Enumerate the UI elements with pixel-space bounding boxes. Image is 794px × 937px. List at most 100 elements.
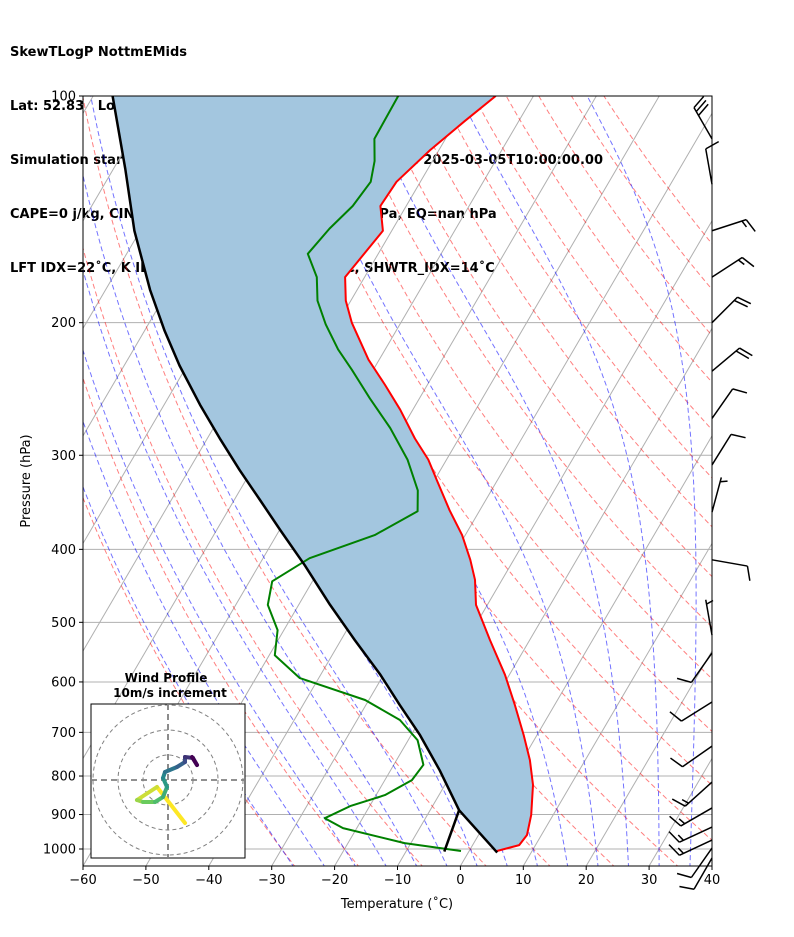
barb-shaft <box>681 701 713 722</box>
barb-shaft <box>711 296 738 324</box>
moist-adiabat <box>83 485 294 866</box>
wind-barb <box>711 218 756 232</box>
hodograph-subtitle: 10m/s increment <box>113 686 227 700</box>
barb-feather <box>669 815 682 827</box>
y-tick-label: 700 <box>51 726 76 741</box>
barb-shaft <box>705 599 713 636</box>
y-tick-label: 400 <box>51 543 76 558</box>
barb-shaft <box>705 148 713 185</box>
barb-feather <box>733 299 748 308</box>
wind-barb <box>671 781 713 807</box>
dry-adiabat <box>603 96 712 245</box>
wind-barb <box>676 652 713 684</box>
x-tick-label: −10 <box>384 873 411 888</box>
y-tick-label: 1000 <box>43 843 76 858</box>
isotherm-gridline <box>83 96 157 222</box>
barb-feather <box>676 677 692 684</box>
wind-barb <box>705 140 720 185</box>
dry-adiabat <box>310 96 712 680</box>
isotherm-gridline <box>522 542 712 866</box>
axis-ticks: −60 −50 −40 −30 −20 −10 0 10 20 30 40 100 200 300 400 5… <box>43 90 720 889</box>
barb-feather <box>720 480 728 483</box>
dry-adiabat <box>505 96 712 384</box>
barb-shaft <box>680 807 713 827</box>
barb-feather <box>737 259 745 266</box>
dry-adiabat <box>83 376 360 866</box>
isotherm-gridline <box>459 434 712 866</box>
barb-feather <box>679 885 695 890</box>
isotherm-gridline <box>334 219 712 866</box>
barb-feather <box>697 103 709 116</box>
parcel-line <box>111 96 499 854</box>
barb-feather <box>741 256 755 268</box>
title-line: SkewTLogP NottmEMids <box>10 45 188 60</box>
y-tick-label: 600 <box>51 675 76 690</box>
hodograph-segment <box>155 785 187 825</box>
profile-lines <box>111 96 534 854</box>
x-tick-label: −50 <box>132 873 159 888</box>
wind-barb <box>711 433 746 466</box>
lcl_dewpoint_line-line <box>443 809 461 853</box>
wind-barb <box>669 701 713 722</box>
barb-shaft <box>711 347 741 372</box>
wind-barb <box>711 477 728 513</box>
x-tick-label: −60 <box>69 873 96 888</box>
barb-feather <box>676 872 692 879</box>
x-tick-label: 40 <box>704 873 721 888</box>
isotherm-gridline <box>83 96 94 115</box>
barb-feather <box>681 798 689 804</box>
moist-adiabat <box>83 420 325 866</box>
barb-shaft <box>682 745 713 768</box>
dry-adiabat <box>212 96 712 841</box>
hodograph-title: Wind Profile <box>125 671 208 685</box>
wind-barb <box>668 826 713 843</box>
hodograph-inset: Wind Profile 10m/s increment <box>90 671 246 859</box>
wind-barb <box>711 256 755 278</box>
dry-adiabat <box>473 96 712 431</box>
hodograph-segment <box>163 765 179 774</box>
moist-adiabat <box>458 96 660 866</box>
barb-shaft <box>693 857 713 890</box>
barb-feather <box>746 565 751 581</box>
x-tick-label: 0 <box>456 873 464 888</box>
wind-barb <box>668 839 713 856</box>
barb-feather <box>677 847 684 854</box>
barb-feather <box>739 347 753 357</box>
dry-adiabat <box>570 96 712 291</box>
barb-shaft <box>693 107 713 140</box>
isotherm-gridline <box>774 79 794 868</box>
barb-feather <box>669 711 682 722</box>
barb-feather <box>706 599 714 605</box>
barb-shaft <box>711 434 732 466</box>
x-tick-label: 10 <box>515 873 532 888</box>
barb-feather <box>671 798 686 807</box>
wind-barb <box>670 745 713 768</box>
temperature-line <box>344 96 534 852</box>
isotherm-gridline <box>208 96 660 866</box>
dry-adiabat <box>83 246 423 866</box>
x-tick-label: 20 <box>578 873 595 888</box>
barb-feather <box>730 433 746 439</box>
y-tick-label: 800 <box>51 770 76 785</box>
y-tick-label: 900 <box>51 808 76 823</box>
dry-adiabat <box>538 96 712 337</box>
x-tick-label: −30 <box>258 873 285 888</box>
barb-shaft <box>711 559 748 567</box>
x-tick-label: 30 <box>641 873 658 888</box>
barb-shaft <box>711 256 743 278</box>
barb-feather <box>670 757 683 768</box>
wind-barb <box>711 347 753 372</box>
barb-shaft <box>711 218 747 232</box>
cin-shading <box>112 96 533 853</box>
isotherm-gridline <box>648 757 712 866</box>
wind-barb <box>679 857 713 890</box>
isotherm-gridline <box>271 112 712 866</box>
isotherm-gridline <box>711 865 712 866</box>
dry-adiabat <box>83 496 296 866</box>
wind-barbs <box>668 95 756 890</box>
wind-barb <box>705 599 714 636</box>
isotherm-gridline <box>585 649 712 866</box>
wind-barb <box>676 847 713 879</box>
wind-barb <box>693 95 713 140</box>
barb-feather <box>741 220 748 228</box>
